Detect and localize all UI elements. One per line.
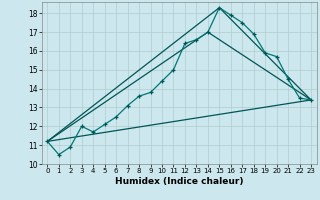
- X-axis label: Humidex (Indice chaleur): Humidex (Indice chaleur): [115, 177, 244, 186]
